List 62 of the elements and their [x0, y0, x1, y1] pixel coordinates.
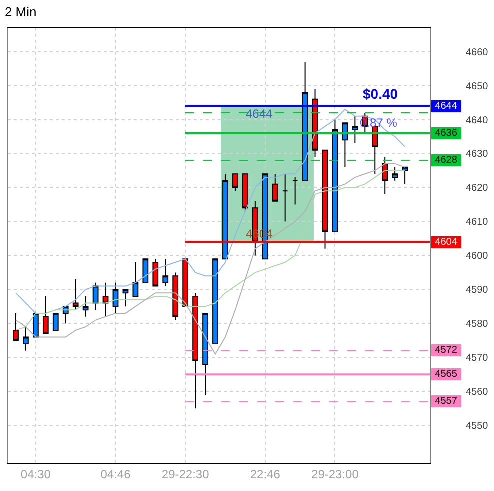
candlestick — [372, 126, 378, 175]
candlestick — [82, 296, 89, 318]
candlestick — [52, 312, 59, 331]
annotation: 4644 — [246, 107, 274, 121]
annotation: $0.40 — [363, 86, 398, 102]
ref-line-label: 4572 — [435, 345, 458, 356]
y-tick-label: 4550 — [466, 421, 489, 432]
candlestick — [392, 166, 398, 182]
y-tick-label: 4570 — [466, 353, 489, 364]
candlestick — [23, 326, 29, 352]
candlestick — [122, 289, 129, 308]
ref-line-label: 4565 — [435, 369, 458, 380]
candlestick — [112, 282, 119, 314]
candlestick — [302, 61, 308, 182]
y-tick-label: 4640 — [466, 115, 489, 126]
y-tick-label: 4660 — [466, 47, 489, 58]
candlestick — [32, 312, 39, 338]
candlestick — [282, 174, 288, 222]
y-tick-label: 4600 — [466, 251, 489, 262]
chart-title: 2 Min — [4, 4, 37, 20]
candlestick — [102, 282, 109, 318]
ref-line-label: 4628 — [435, 155, 458, 166]
line-series — [15, 163, 406, 355]
ref-line-label: 4604 — [435, 237, 458, 248]
candlestick — [212, 258, 218, 345]
candlestick — [152, 258, 159, 287]
y-tick-label: 4630 — [466, 149, 489, 160]
candlestick — [202, 312, 208, 396]
y-tick-label: 4580 — [466, 319, 489, 330]
ref-line-label: 4644 — [435, 101, 458, 112]
candlestick — [272, 174, 278, 202]
y-tick-label: 4560 — [466, 387, 489, 398]
x-tick-label: 29-22:30 — [162, 467, 210, 482]
candlestick — [292, 177, 298, 206]
x-tick-label: 04:30 — [20, 467, 52, 482]
candlestick — [232, 174, 238, 192]
x-tick-label: 29-23:00 — [312, 467, 360, 482]
candlestick — [162, 258, 169, 287]
candlestick — [13, 312, 19, 342]
candlestick — [42, 296, 49, 334]
candlestick — [222, 174, 228, 260]
y-tick-label: 4620 — [466, 183, 489, 194]
x-tick-label: 22:46 — [250, 467, 281, 482]
candlestick — [72, 278, 79, 311]
candlestick — [242, 174, 248, 212]
ref-line-label: 4557 — [435, 396, 458, 407]
y-tick-label: 4650 — [466, 81, 489, 92]
candlestick — [382, 156, 388, 196]
candlestick — [132, 262, 139, 297]
candlestick — [182, 258, 189, 308]
x-tick-label: 04:46 — [100, 467, 132, 482]
candlestick — [172, 272, 179, 321]
candlestick — [352, 116, 358, 144]
y-tick-label: 4590 — [466, 285, 489, 296]
line-series — [15, 170, 406, 331]
candlestick — [142, 258, 149, 284]
ref-line-label: 4636 — [435, 128, 458, 139]
candlestick — [402, 166, 408, 185]
line-series — [15, 109, 406, 314]
y-tick-label: 4610 — [466, 217, 489, 228]
candlestick — [342, 122, 348, 168]
candlestick — [192, 292, 198, 410]
